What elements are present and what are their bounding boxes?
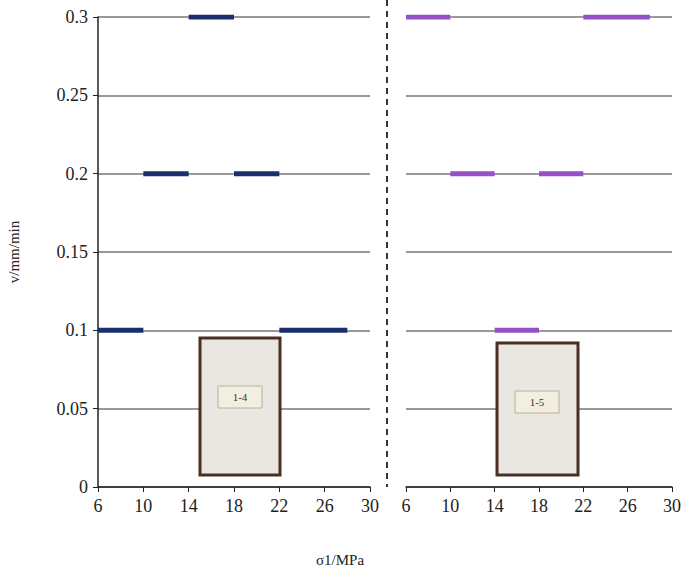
svg-text:0.3: 0.3 — [66, 7, 89, 27]
svg-text:0.05: 0.05 — [57, 399, 89, 419]
svg-text:22: 22 — [270, 496, 288, 516]
svg-text:0.15: 0.15 — [57, 242, 89, 262]
svg-text:1-4: 1-4 — [233, 391, 248, 403]
svg-text:1-5: 1-5 — [530, 396, 545, 408]
svg-text:14: 14 — [486, 496, 504, 516]
svg-text:0: 0 — [79, 477, 88, 497]
svg-text:30: 30 — [361, 496, 379, 516]
svg-text:26: 26 — [619, 496, 637, 516]
svg-text:30: 30 — [663, 496, 681, 516]
svg-text:18: 18 — [530, 496, 548, 516]
svg-text:18: 18 — [225, 496, 243, 516]
svg-text:0.1: 0.1 — [66, 320, 89, 340]
svg-text:10: 10 — [441, 496, 459, 516]
svg-text:σ1/MPa: σ1/MPa — [316, 552, 364, 568]
svg-text:6: 6 — [94, 496, 103, 516]
svg-text:0.2: 0.2 — [66, 164, 89, 184]
svg-text:0.25: 0.25 — [57, 85, 89, 105]
svg-text:v/mm/min: v/mm/min — [6, 220, 22, 283]
svg-text:22: 22 — [574, 496, 592, 516]
svg-text:6: 6 — [402, 496, 411, 516]
svg-text:26: 26 — [316, 496, 334, 516]
svg-text:10: 10 — [134, 496, 152, 516]
svg-text:14: 14 — [180, 496, 198, 516]
